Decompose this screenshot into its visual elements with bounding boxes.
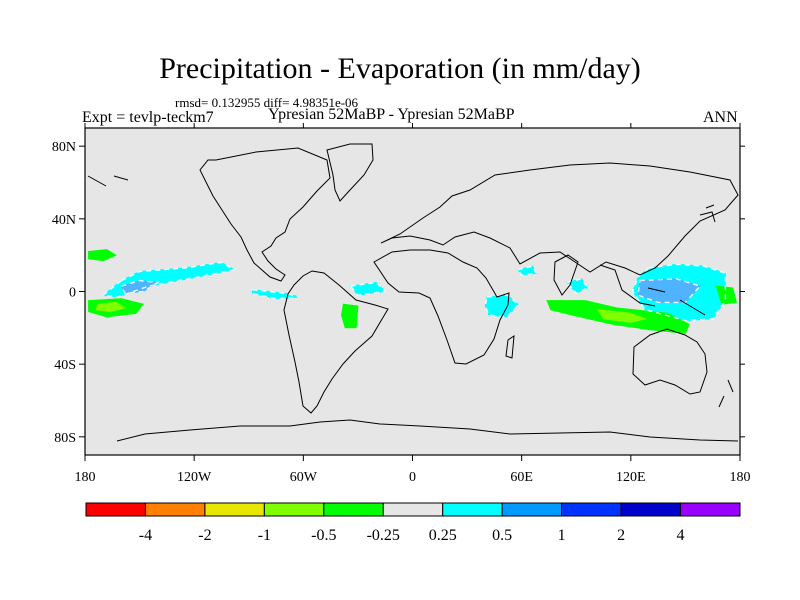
colorbar-swatch — [382, 502, 444, 517]
colorbar-swatch — [501, 502, 563, 517]
x-tick-label: 180 — [730, 470, 751, 485]
map-panel: 180 120W 60W 0 60E 120E 180 80N 40N 0 40S 80S — [52, 123, 751, 485]
x-tick-label: 60E — [510, 470, 533, 485]
x-tick-label: 180 — [75, 470, 96, 485]
map-axes: 180 120W 60W 0 60E 120E 180 80N 40N 0 40S 80S — [52, 123, 751, 485]
season-label: ANN — [703, 109, 738, 126]
rmsd-diff-stats: rmsd= 0.132955 diff= 4.98351e-06 — [175, 95, 359, 110]
colorbar-swatch — [620, 502, 682, 517]
coastline-southeast-asia — [599, 264, 706, 316]
experiment-label: Expt = tevlp-teckm7 — [82, 109, 214, 126]
x-tick-label: 0 — [409, 470, 416, 485]
colorbar-label: 0.5 — [492, 527, 512, 544]
x-tick-label: 60W — [290, 470, 318, 485]
anomaly-layer — [88, 249, 738, 334]
coastline-alaska-islands — [87, 175, 129, 187]
coastline-japan — [699, 204, 716, 223]
comparison-label: Ypresian 52MaBP - Ypresian 52MaBP — [268, 106, 515, 123]
anomaly-region-east-of-dateline-dry-patch — [715, 285, 738, 305]
ocean-background — [85, 128, 740, 455]
y-tick-label: 40N — [52, 213, 76, 228]
coastline-africa — [373, 249, 510, 365]
colorbar-label: -4 — [139, 527, 152, 544]
coastline-north-america — [199, 147, 331, 282]
hatch-outline-west-pacific-core — [637, 278, 702, 304]
hatch-outline-atlantic-moist-patch — [349, 281, 387, 296]
colorbar-swatch — [561, 502, 622, 517]
anomaly-region-indian-ocean-dry-core — [597, 309, 648, 323]
coastline-australia — [632, 328, 708, 395]
colorbar-label: 4 — [677, 527, 685, 544]
hatch-outline-bay-of-bengal-patch — [565, 277, 589, 295]
plot-title: Precipitation - Evaporation (in mm/day) — [159, 52, 641, 85]
coastline-new-zealand — [718, 379, 734, 408]
hatch-outline-equatorial-pacific-east — [251, 288, 300, 300]
y-tick-label: 80S — [54, 431, 76, 446]
colorbar-swatch — [442, 502, 503, 517]
colorbar-swatch — [263, 502, 325, 517]
colorbar-label: -0.25 — [367, 527, 400, 544]
colorbar-label: -2 — [198, 527, 211, 544]
y-tick-label: 0 — [69, 286, 76, 301]
y-tick-label: 40S — [54, 358, 76, 373]
anomaly-hatching — [101, 261, 727, 322]
coastline-eurasia — [380, 162, 739, 276]
colorbar: -4 -2 -1 -0.5 -0.25 0.25 0.5 1 2 4 — [85, 502, 741, 544]
anomaly-region-south-pacific-dry-core — [95, 301, 127, 313]
colorbar-swatch — [144, 502, 206, 517]
colorbar-label: 1 — [558, 527, 566, 544]
hatch-outline-central-pacific-core — [120, 279, 160, 295]
colorbar-label: 2 — [617, 527, 625, 544]
coastline-south-america — [283, 270, 389, 414]
coastlines — [87, 143, 739, 442]
colorbar-label: -0.5 — [311, 527, 336, 544]
coastline-greenland — [326, 143, 374, 202]
coastline-antarctica — [116, 419, 739, 442]
colorbar-label: 0.25 — [429, 527, 457, 544]
y-tick-label: 80N — [52, 140, 76, 155]
colorbar-swatch — [680, 502, 741, 517]
hatch-outline-west-pacific-moist-region — [631, 263, 727, 322]
hatch-outline-arabian-sea-patch — [516, 265, 538, 276]
colorbar-swatch — [323, 502, 384, 517]
coastline-indian-subcontinent — [553, 254, 579, 296]
hatch-outline-indian-ocean-moist-patch — [484, 294, 519, 318]
anomaly-region-north-pacific-dry-patch — [88, 249, 117, 262]
colorbar-swatch — [85, 502, 146, 517]
colorbar-label: -1 — [258, 527, 271, 544]
anomaly-region-brazil-dry-patch — [340, 303, 359, 329]
x-tick-label: 120E — [616, 470, 646, 485]
colorbar-swatch — [204, 502, 265, 517]
x-tick-label: 120W — [177, 470, 212, 485]
hatch-outline-central-pacific-moist-band — [101, 261, 237, 298]
coastline-madagascar — [505, 335, 515, 359]
